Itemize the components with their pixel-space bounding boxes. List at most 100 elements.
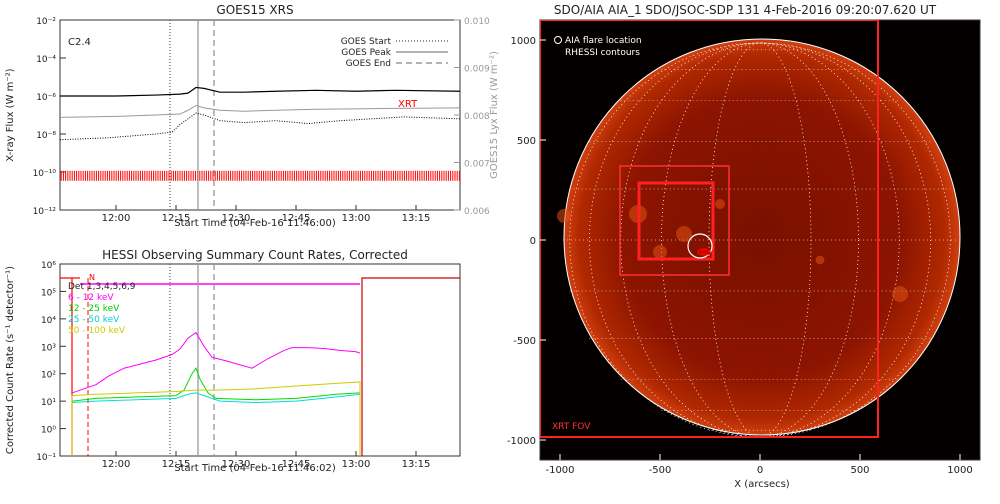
hessi-series xyxy=(60,264,460,456)
hessi-xtick-label: 13:00 xyxy=(342,459,371,470)
goes-ytick-label: 10⁻⁴ xyxy=(36,55,56,65)
hessi-legend-6-12: 6 - 12 keV xyxy=(68,293,114,303)
aia-active-region xyxy=(557,209,571,223)
goes-y2tick-label: 0.007 xyxy=(464,160,490,170)
goes-axes: 12:00 12:15 12:30 12:45 13:00 13:15 10⁻² 10⁻⁴ 10… xyxy=(33,17,490,224)
goes-title: GOES15 XRS xyxy=(216,3,293,17)
aia-ytick-label: 500 xyxy=(517,136,536,147)
aia-active-region xyxy=(815,255,825,265)
aia-inner-region-box xyxy=(637,181,715,261)
hessi-panel: HESSI Observing Summary Count Rates, Cor… xyxy=(5,248,461,474)
aia-xtick-label: -500 xyxy=(649,465,672,476)
goes-legend-start-label: GOES Start xyxy=(341,37,392,47)
hessi-night-label: N xyxy=(89,273,95,282)
hessi-legend-header: Det 1,3,4,5,6,9 xyxy=(68,282,136,292)
goes-y2tick-label: 0.010 xyxy=(464,17,490,27)
aia-xtick-label: 1000 xyxy=(947,465,972,476)
aia-rhessi-contour-inner xyxy=(700,249,708,255)
hessi-ylabel: Corrected Count Rate (s⁻¹ detector⁻¹) xyxy=(5,266,16,454)
hessi-ytick-label: 10¹ xyxy=(41,398,56,408)
hessi-ytick-label: 10⁶ xyxy=(41,261,56,271)
goes-legend: GOES Start GOES Peak GOES End xyxy=(341,37,448,69)
goes-xlabel: Start Time (04-Feb-16 11:46:00) xyxy=(174,218,336,229)
hessi-ytick-label: 10⁻¹ xyxy=(36,453,56,463)
goes-long-channel-line xyxy=(60,86,461,97)
goes-ytick-label: 10⁻¹⁰ xyxy=(33,169,57,179)
goes-xtick-label: 12:15 xyxy=(162,213,191,224)
aia-active-region xyxy=(715,199,725,209)
goes-y2tick-label: 0.006 xyxy=(464,207,490,217)
aia-xrt-fov-box xyxy=(540,20,879,438)
hessi-ytick-label: 10³ xyxy=(41,343,56,353)
goes-y2tick-label: 0.009 xyxy=(464,65,490,75)
aia-xtick-label: -1000 xyxy=(545,465,574,476)
aia-ytick-label: -500 xyxy=(513,336,536,347)
aia-ytick-label: 0 xyxy=(530,236,536,247)
goes-plot-frame xyxy=(59,19,461,211)
aia-xtick-label: 0 xyxy=(757,465,763,476)
goes-xrt-label: XRT xyxy=(398,99,418,110)
goes-ytick-label: 10⁻⁶ xyxy=(36,93,56,103)
aia-ytick-label: -1000 xyxy=(507,436,536,447)
aia-xtick-label: 500 xyxy=(850,465,869,476)
aia-active-region xyxy=(653,245,667,259)
goes-series xyxy=(59,20,461,210)
goes-ytick-label: 10⁻⁸ xyxy=(36,131,56,141)
goes-xtick-label: 13:15 xyxy=(402,213,431,224)
aia-ytick-label: 1000 xyxy=(511,36,536,47)
aia-legend-flare-label: AIA flare location xyxy=(565,36,642,46)
goes-legend-end-label: GOES End xyxy=(346,59,391,69)
hessi-legend: Det 1,3,4,5,6,9 6 - 12 keV 12 - 25 keV 2… xyxy=(68,282,136,336)
hessi-ytick-label: 10² xyxy=(41,371,56,381)
goes-ylabel: X-ray Flux (W m⁻²) xyxy=(5,68,16,161)
hessi-xtick-label: 12:45 xyxy=(282,459,311,470)
aia-title: SDO/AIA AIA_1 SDO/JSOC-SDP 131 4-Feb-201… xyxy=(554,3,937,17)
goes-ytick-label: 10⁻² xyxy=(36,17,56,27)
goes-ytick-label: 10⁻¹² xyxy=(33,207,57,217)
goes-lyx-line xyxy=(59,104,461,118)
goes-xtick-label: 12:45 xyxy=(282,213,311,224)
hessi-xtick-label: 12:15 xyxy=(162,459,191,470)
hessi-axes: 12:00 12:15 12:30 12:45 13:00 13:15 10⁶ 10⁵ 10⁴ 1… xyxy=(36,261,430,470)
goes-y2label: GOES15 Lyx Flux (W m⁻²) xyxy=(489,51,500,179)
aia-outer-region-box xyxy=(619,165,730,276)
hessi-series-25-50kev xyxy=(71,392,361,456)
hessi-legend-12-25: 12 - 25 keV xyxy=(68,304,120,314)
goes-legend-peak-label: GOES Peak xyxy=(341,48,391,58)
aia-xlabel: X (arcsecs) xyxy=(734,479,790,490)
goes-class-annotation: C2.4 xyxy=(68,37,91,48)
hessi-series-6-12kev xyxy=(71,331,361,394)
goes-y2tick-label: 0.008 xyxy=(464,112,490,122)
hessi-xtick-label: 12:30 xyxy=(222,459,251,470)
aia-axes: -1000 -500 0 500 1000 1000 500 0 -500 -1000 xyxy=(507,36,973,476)
goes-panel: GOES15 XRS 12:00 12:15 12:30 12:45 13:00 13:1… xyxy=(5,3,500,229)
aia-legend-contour-label: RHESSI contours xyxy=(565,48,640,58)
hessi-series-50-100kev xyxy=(71,381,361,456)
hessi-xtick-label: 12:00 xyxy=(102,459,131,470)
aia-active-region xyxy=(676,226,692,242)
aia-legend-circle-icon xyxy=(554,36,562,44)
hessi-legend-25-50: 25 - 50 keV xyxy=(68,315,120,325)
goes-xtick-label: 12:00 xyxy=(102,213,131,224)
aia-active-region xyxy=(892,286,908,302)
goes-short-channel-line xyxy=(59,112,461,141)
hessi-night-bar-right xyxy=(361,277,460,456)
hessi-ytick-label: 10⁵ xyxy=(41,288,56,298)
hessi-plot-frame xyxy=(59,263,461,457)
hessi-series-12-25kev xyxy=(71,367,361,456)
aia-longitude-line xyxy=(708,42,812,438)
aia-rhessi-contour xyxy=(697,248,711,256)
aia-image xyxy=(540,20,961,438)
aia-fov-label: XRT FOV xyxy=(552,422,591,432)
aia-overlays xyxy=(540,20,908,438)
hessi-ytick-label: 10⁰ xyxy=(41,426,56,436)
aia-longitude-line xyxy=(661,42,859,438)
aia-flare-location-circle xyxy=(687,233,713,259)
hessi-legend-50-100: 50 - 100 keV xyxy=(68,326,126,336)
aia-panel: SDO/AIA AIA_1 SDO/JSOC-SDP 131 4-Feb-201… xyxy=(507,3,981,490)
hessi-ytick-label: 10⁴ xyxy=(41,316,56,326)
goes-xtick-label: 13:00 xyxy=(342,213,371,224)
hessi-xlabel: Start Time (04-Feb-16 11:46:02) xyxy=(174,463,336,474)
